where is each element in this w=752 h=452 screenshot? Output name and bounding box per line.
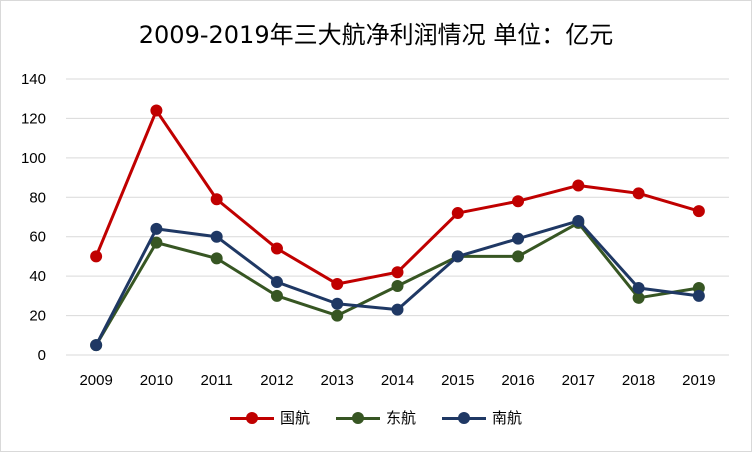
series-point bbox=[391, 303, 404, 316]
y-tick-label: 80 bbox=[29, 189, 46, 206]
series-point bbox=[150, 104, 163, 117]
series-point bbox=[692, 205, 705, 218]
series-point bbox=[632, 281, 645, 294]
x-tick-label: 2011 bbox=[201, 372, 233, 389]
series-point bbox=[90, 250, 103, 263]
series-point bbox=[451, 250, 464, 263]
legend-swatch bbox=[442, 411, 486, 425]
series-point bbox=[391, 280, 404, 292]
y-tick-label: 0 bbox=[38, 347, 46, 364]
x-tick-label: 2014 bbox=[381, 372, 414, 389]
x-tick-label: 2009 bbox=[79, 372, 112, 389]
y-tick-label: 100 bbox=[21, 150, 46, 167]
series-point bbox=[210, 252, 223, 265]
series-point bbox=[210, 193, 223, 206]
x-tick-label: 2010 bbox=[140, 372, 173, 389]
chart-title: 2009-2019年三大航净利润情况 单位：亿元 bbox=[138, 21, 614, 49]
series-point bbox=[270, 276, 283, 289]
x-tick-label: 2017 bbox=[562, 372, 595, 389]
x-tick-label: 2012 bbox=[260, 372, 293, 389]
y-tick-label: 60 bbox=[29, 229, 46, 246]
chart-plot-area: 0 20 40 60 80 100 120 140 2009 2010 2011 2012 2013 20… bbox=[21, 71, 729, 389]
series-point bbox=[331, 278, 344, 291]
y-tick-label: 120 bbox=[21, 110, 46, 127]
x-tick-label: 2018 bbox=[622, 372, 655, 389]
x-tick-label: 2016 bbox=[501, 372, 534, 389]
series-point bbox=[270, 289, 283, 302]
legend-item: 东航 bbox=[335, 407, 416, 428]
x-tick-label: 2019 bbox=[682, 372, 715, 389]
legend-swatch bbox=[229, 411, 274, 425]
series-point bbox=[632, 291, 645, 304]
x-tick-label: 2015 bbox=[441, 372, 474, 389]
series-point bbox=[572, 214, 585, 227]
y-tick-label: 20 bbox=[29, 308, 46, 325]
series-point bbox=[692, 289, 705, 302]
y-tick-label: 140 bbox=[21, 71, 46, 88]
series-point bbox=[572, 179, 585, 192]
legend-label: 东航 bbox=[385, 409, 416, 427]
series-point bbox=[512, 250, 525, 263]
series-point bbox=[90, 339, 103, 352]
series-point bbox=[331, 309, 344, 322]
legend-item: 国航 bbox=[229, 407, 310, 428]
series-point bbox=[210, 230, 223, 243]
series-point bbox=[512, 195, 525, 208]
series-point bbox=[632, 187, 645, 200]
legend-swatch bbox=[335, 411, 380, 425]
series-point bbox=[451, 207, 464, 220]
legend-label: 南航 bbox=[492, 409, 523, 427]
y-tick-label: 40 bbox=[29, 268, 46, 285]
legend-label: 国航 bbox=[279, 409, 310, 427]
legend-item: 南航 bbox=[442, 407, 522, 428]
chart-legend: 国航 东航 南航 bbox=[1, 407, 751, 428]
series-point bbox=[512, 232, 525, 245]
series-point bbox=[150, 222, 163, 235]
series-point bbox=[391, 266, 404, 279]
series-point bbox=[270, 242, 283, 255]
x-tick-label: 2013 bbox=[321, 372, 354, 389]
series-point bbox=[331, 297, 344, 310]
